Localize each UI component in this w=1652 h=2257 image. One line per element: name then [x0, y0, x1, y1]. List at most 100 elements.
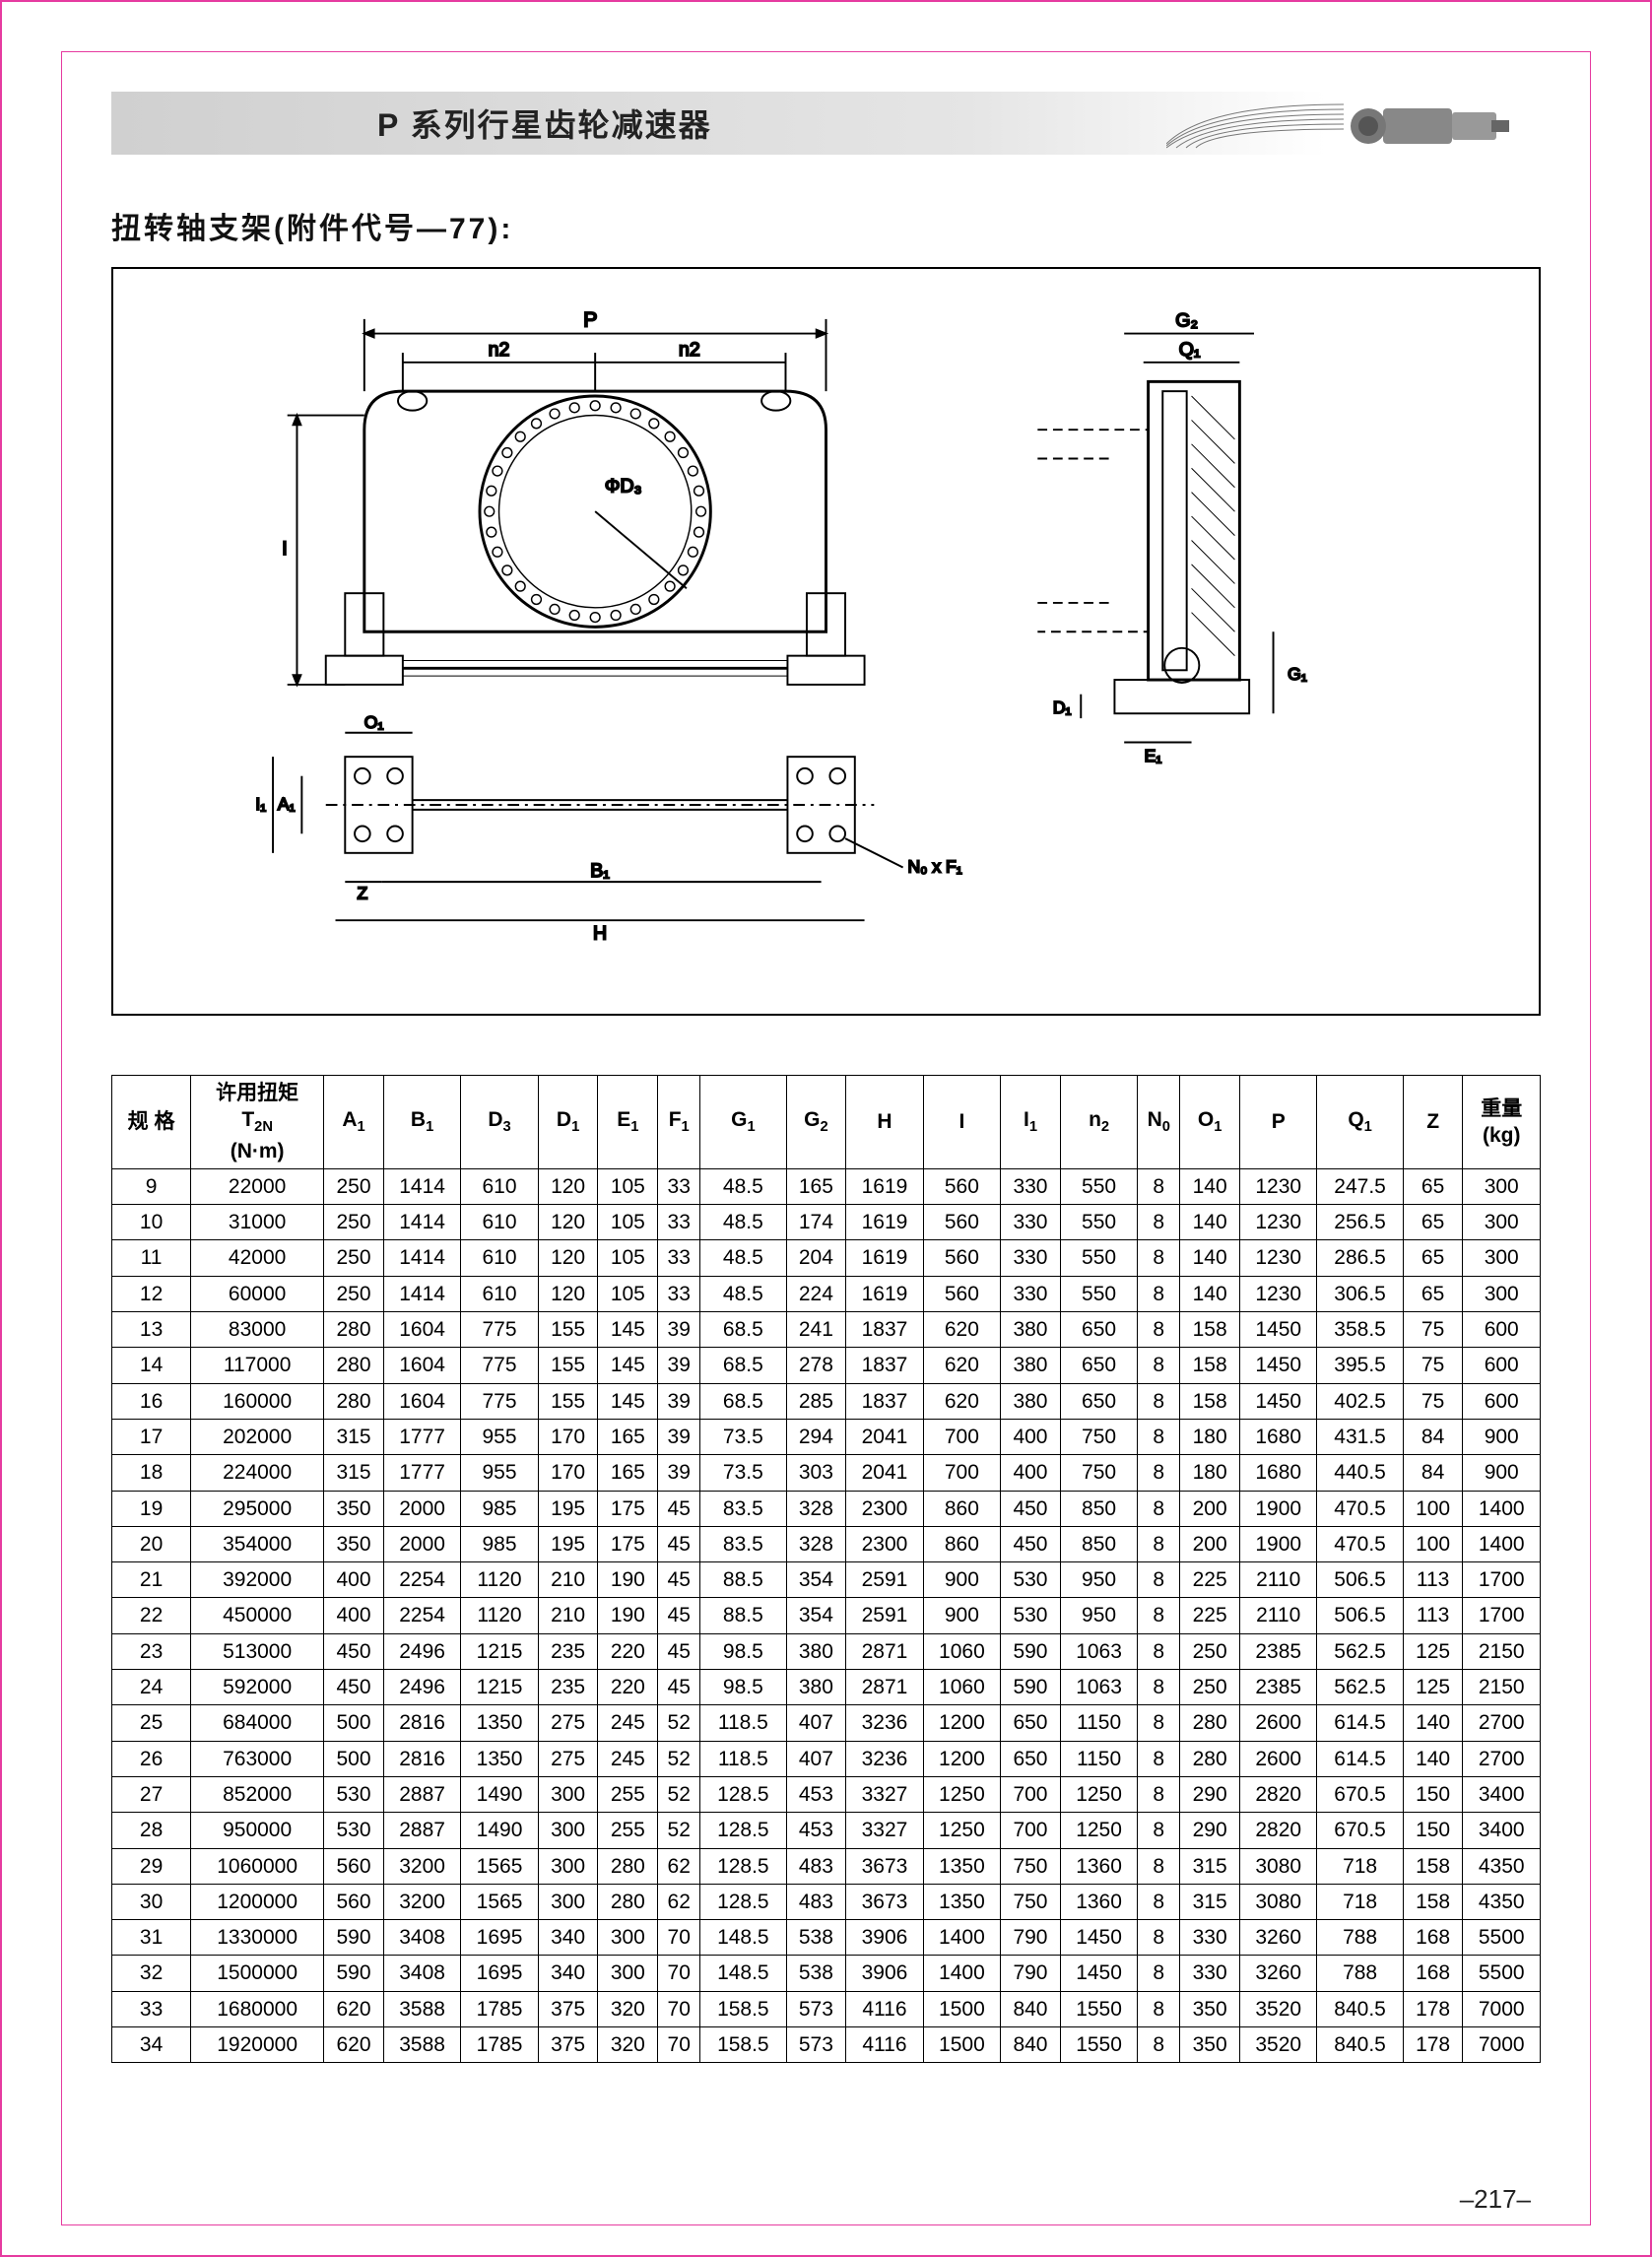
table-cell: 560: [923, 1276, 1000, 1311]
table-cell: 985: [461, 1491, 538, 1526]
table-cell: 225: [1180, 1598, 1240, 1633]
table-cell: 790: [1001, 1920, 1061, 1956]
table-cell: 840.5: [1317, 2027, 1403, 2063]
table-cell: 330: [1180, 1956, 1240, 1991]
table-cell: 165: [598, 1419, 658, 1454]
table-cell: 117000: [191, 1348, 324, 1383]
table-cell: 852000: [191, 1776, 324, 1812]
table-cell: 280: [598, 1848, 658, 1884]
table-cell: 128.5: [700, 1848, 786, 1884]
table-cell: 200: [1180, 1491, 1240, 1526]
table-row: 103100025014146101201053348.517416195603…: [112, 1205, 1541, 1240]
table-cell: 150: [1403, 1813, 1463, 1848]
table-cell: 120: [538, 1205, 598, 1240]
dim-label-A1: A₁: [278, 794, 296, 814]
table-cell: 650: [1060, 1348, 1137, 1383]
table-cell: 1215: [461, 1670, 538, 1705]
table-cell: 70: [658, 2027, 700, 2063]
table-cell: 8: [1138, 1848, 1180, 1884]
dim-label-E1: E₁: [1145, 746, 1162, 765]
table-row: 3215000005903408169534030070148.55383906…: [112, 1956, 1541, 1991]
table-row: 22450000400225411202101904588.5354259190…: [112, 1598, 1541, 1633]
table-cell: 2700: [1463, 1741, 1541, 1776]
table-cell: 1330000: [191, 1920, 324, 1956]
table-cell: 718: [1317, 1848, 1403, 1884]
table-row: 1616000028016047751551453968.52851837620…: [112, 1383, 1541, 1419]
table-cell: 400: [324, 1562, 384, 1598]
table-cell: 900: [923, 1598, 1000, 1633]
table-cell: 1414: [383, 1276, 460, 1311]
table-cell: 128.5: [700, 1776, 786, 1812]
table-cell: 1250: [1060, 1813, 1137, 1848]
table-cell: 22000: [191, 1168, 324, 1204]
table-cell: 1785: [461, 1991, 538, 2026]
table-cell: 2591: [846, 1598, 923, 1633]
table-cell: 2591: [846, 1562, 923, 1598]
table-cell: 280: [598, 1884, 658, 1919]
table-cell: 128.5: [700, 1884, 786, 1919]
table-cell: 431.5: [1317, 1419, 1403, 1454]
table-cell: 1785: [461, 2027, 538, 2063]
table-cell: 1700: [1463, 1598, 1541, 1633]
table-cell: 2110: [1240, 1598, 1317, 1633]
col-H: H: [846, 1076, 923, 1169]
page-title: P 系列行星齿轮减速器: [377, 100, 712, 146]
table-cell: 2887: [383, 1776, 460, 1812]
dim-label-D3: ΦD₃: [605, 476, 642, 498]
table-cell: 788: [1317, 1920, 1403, 1956]
table-cell: 590: [324, 1956, 384, 1991]
table-cell: 1215: [461, 1633, 538, 1669]
table-cell: 8: [1138, 1776, 1180, 1812]
table-cell: 1400: [1463, 1491, 1541, 1526]
table-cell: 33: [658, 1276, 700, 1311]
table-cell: 1063: [1060, 1670, 1137, 1705]
table-cell: 280: [324, 1348, 384, 1383]
table-cell: 560: [324, 1884, 384, 1919]
table-cell: 620: [923, 1348, 1000, 1383]
table-cell: 315: [324, 1455, 384, 1491]
table-cell: 840: [1001, 1991, 1061, 2026]
table-cell: 8: [1138, 1419, 1180, 1454]
table-cell: 1350: [923, 1848, 1000, 1884]
table-cell: 955: [461, 1419, 538, 1454]
table-cell: 11: [112, 1240, 191, 1276]
table-cell: 75: [1403, 1348, 1463, 1383]
table-cell: 483: [786, 1848, 846, 1884]
table-cell: 380: [786, 1670, 846, 1705]
table-cell: 3327: [846, 1813, 923, 1848]
table-cell: 170: [538, 1419, 598, 1454]
table-cell: 120: [538, 1240, 598, 1276]
table-cell: 1060: [923, 1670, 1000, 1705]
table-cell: 330: [1180, 1920, 1240, 1956]
table-row: 138300028016047751551453968.524118376203…: [112, 1312, 1541, 1348]
table-cell: 28: [112, 1813, 191, 1848]
table-cell: 3906: [846, 1920, 923, 1956]
table-row: 3316800006203588178537532070158.55734116…: [112, 1991, 1541, 2026]
table-cell: 300: [1463, 1205, 1541, 1240]
table-cell: 315: [1180, 1884, 1240, 1919]
table-cell: 610: [461, 1168, 538, 1204]
table-cell: 17: [112, 1419, 191, 1454]
table-cell: 255: [598, 1813, 658, 1848]
table-cell: 62: [658, 1884, 700, 1919]
col-N0: N0: [1138, 1076, 1180, 1169]
table-cell: 220: [598, 1633, 658, 1669]
dim-label-O1: O₁: [364, 712, 384, 732]
table-cell: 530: [324, 1776, 384, 1812]
table-cell: 5500: [1463, 1956, 1541, 1991]
table-cell: 1777: [383, 1455, 460, 1491]
table-cell: 1360: [1060, 1884, 1137, 1919]
col-I: I: [923, 1076, 1000, 1169]
table-cell: 168: [1403, 1956, 1463, 1991]
table-cell: 573: [786, 1991, 846, 2026]
table-cell: 530: [324, 1813, 384, 1848]
table-cell: 158: [1180, 1312, 1240, 1348]
col-wt: 重量(kg): [1463, 1076, 1541, 1169]
table-cell: 700: [923, 1455, 1000, 1491]
table-cell: 620: [324, 1991, 384, 2026]
table-cell: 1450: [1060, 1956, 1137, 1991]
table-cell: 3408: [383, 1920, 460, 1956]
table-cell: 2496: [383, 1633, 460, 1669]
table-cell: 45: [658, 1633, 700, 1669]
table-cell: 650: [1001, 1705, 1061, 1741]
